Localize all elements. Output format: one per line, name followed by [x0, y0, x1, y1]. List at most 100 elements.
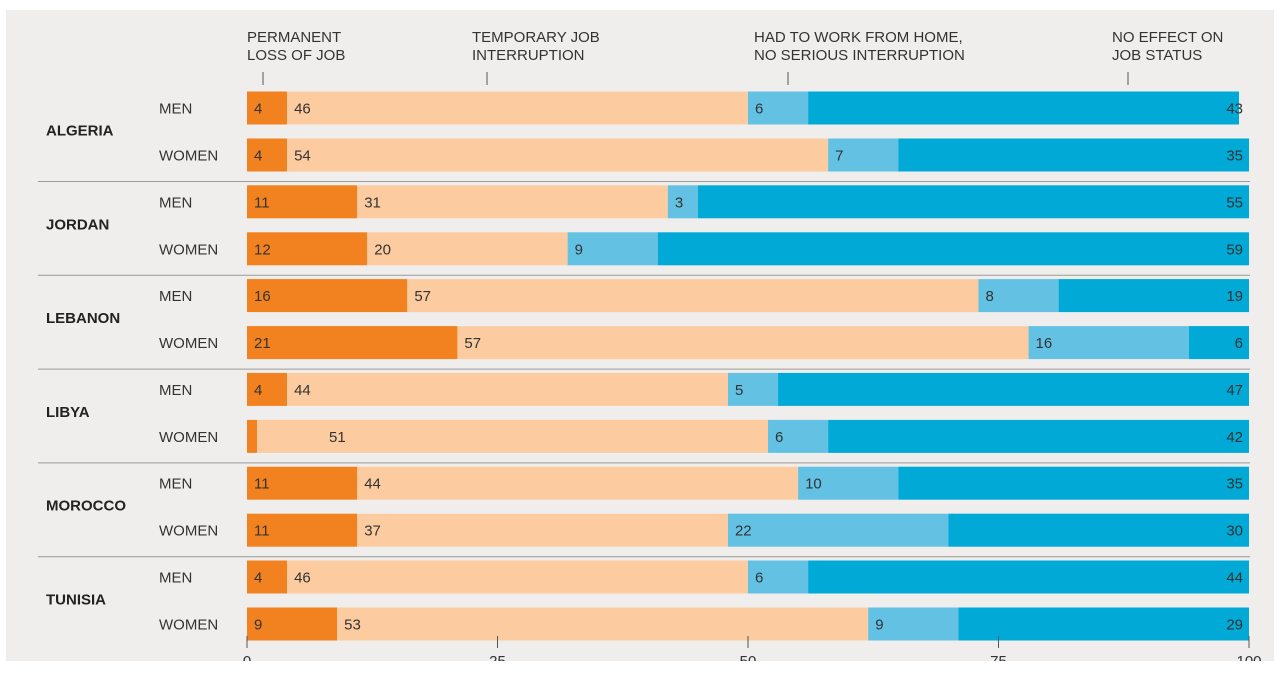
legend-label-3: NO SERIOUS INTERRUPTION [754, 47, 965, 64]
data-label: 31 [364, 194, 381, 211]
data-label: 35 [1226, 476, 1243, 493]
x-tick-label: 75 [990, 653, 1007, 661]
data-label: 46 [294, 570, 311, 587]
legend-label-1: LOSS OF JOB [247, 47, 345, 64]
bar-segment [748, 560, 809, 594]
country-label: JORDAN [46, 216, 109, 233]
data-label: 54 [294, 148, 311, 165]
legend-label-4: JOB STATUS [1112, 47, 1202, 64]
bar-segment [868, 607, 959, 641]
bar-segment [287, 560, 748, 594]
bar-segment [247, 232, 368, 266]
data-label: 35 [1226, 148, 1243, 165]
legend-label-2: TEMPORARY JOB [472, 29, 600, 46]
data-label: 11 [254, 523, 270, 540]
x-tick-label: 50 [740, 653, 757, 661]
country-label: MOROCCO [46, 498, 126, 515]
bar-segment [1028, 326, 1189, 360]
data-label: 6 [775, 429, 783, 446]
bar-segment [898, 466, 1249, 500]
bar-segment [808, 91, 1239, 125]
data-label: 43 [1226, 101, 1243, 118]
data-label: 22 [735, 523, 752, 540]
bar-segment [287, 138, 829, 172]
bar-segment [337, 607, 869, 641]
data-label: 6 [755, 570, 763, 587]
country-label: TUNISIA [46, 592, 106, 609]
data-label: 4 [254, 382, 262, 399]
data-label: 9 [575, 241, 583, 258]
bar-segment [697, 185, 1249, 219]
bar-segment [247, 138, 288, 172]
data-label: 3 [675, 194, 683, 211]
legend-label-2: INTERRUPTION [472, 47, 585, 64]
row-label: WOMEN [159, 523, 218, 540]
row-label: WOMEN [159, 617, 218, 634]
bar-segment [247, 279, 408, 313]
data-label: 44 [294, 382, 311, 399]
data-label: 37 [364, 523, 381, 540]
data-label: 44 [364, 476, 381, 493]
data-label: 4 [254, 570, 262, 587]
bar-segment [247, 91, 288, 125]
bar-segment [1058, 279, 1249, 313]
data-label: 16 [1036, 335, 1053, 352]
row-label: WOMEN [159, 429, 218, 446]
data-label: 4 [254, 148, 262, 165]
x-tick-label: 0 [243, 653, 251, 661]
country-label: LIBYA [46, 404, 90, 421]
bar-segment [798, 466, 899, 500]
data-label: 20 [374, 241, 391, 258]
row-label: MEN [159, 101, 192, 118]
bar-segment [828, 419, 1249, 453]
x-tick-label: 25 [489, 653, 506, 661]
bar-segment [808, 560, 1249, 594]
bar-segment [247, 466, 358, 500]
data-label: 9 [875, 617, 883, 634]
data-label: 57 [464, 335, 481, 352]
x-tick-label: 100 [1236, 653, 1261, 661]
legend-label-4: NO EFFECT ON [1112, 29, 1223, 46]
data-label: 11 [254, 476, 270, 493]
bar-segment [748, 91, 809, 125]
bar-segment [768, 419, 829, 453]
bar-segment [898, 138, 1249, 172]
data-label: 51 [329, 429, 346, 446]
bar-segment [367, 232, 568, 266]
country-label: ALGERIA [46, 123, 114, 140]
bar-segment [727, 513, 949, 547]
data-label: 6 [1235, 335, 1243, 352]
data-label: 47 [1226, 382, 1243, 399]
data-label: 21 [254, 335, 271, 352]
row-label: MEN [159, 288, 192, 305]
bar-segment [247, 513, 358, 547]
data-label: 11 [254, 194, 270, 211]
bar-segment [247, 372, 288, 406]
data-label: 12 [254, 241, 271, 258]
data-label: 4 [254, 101, 262, 118]
row-label: WOMEN [159, 148, 218, 165]
bar-segment [357, 466, 799, 500]
bar-segment [958, 607, 1249, 641]
row-label: MEN [159, 194, 192, 211]
data-label: 9 [254, 617, 262, 634]
row-label: WOMEN [159, 241, 218, 258]
data-label: 5 [735, 382, 743, 399]
bar-segment [247, 419, 258, 453]
data-label: 57 [414, 288, 431, 305]
country-label: LEBANON [46, 310, 120, 327]
chart-panel: PERMANENT LOSS OF JOB TEMPORARY JOB INTERRU… [6, 10, 1274, 661]
bar-segment [247, 607, 338, 641]
bar-segment [978, 279, 1059, 313]
bar-segment [247, 326, 458, 360]
data-label: 29 [1226, 617, 1243, 634]
bar-segment [778, 372, 1249, 406]
bar-segment [357, 185, 668, 219]
data-label: 53 [344, 617, 361, 634]
row-label: MEN [159, 570, 192, 587]
data-label: 8 [985, 288, 993, 305]
bar-segment [247, 560, 288, 594]
bar-segment [567, 232, 658, 266]
data-label: 6 [755, 101, 763, 118]
